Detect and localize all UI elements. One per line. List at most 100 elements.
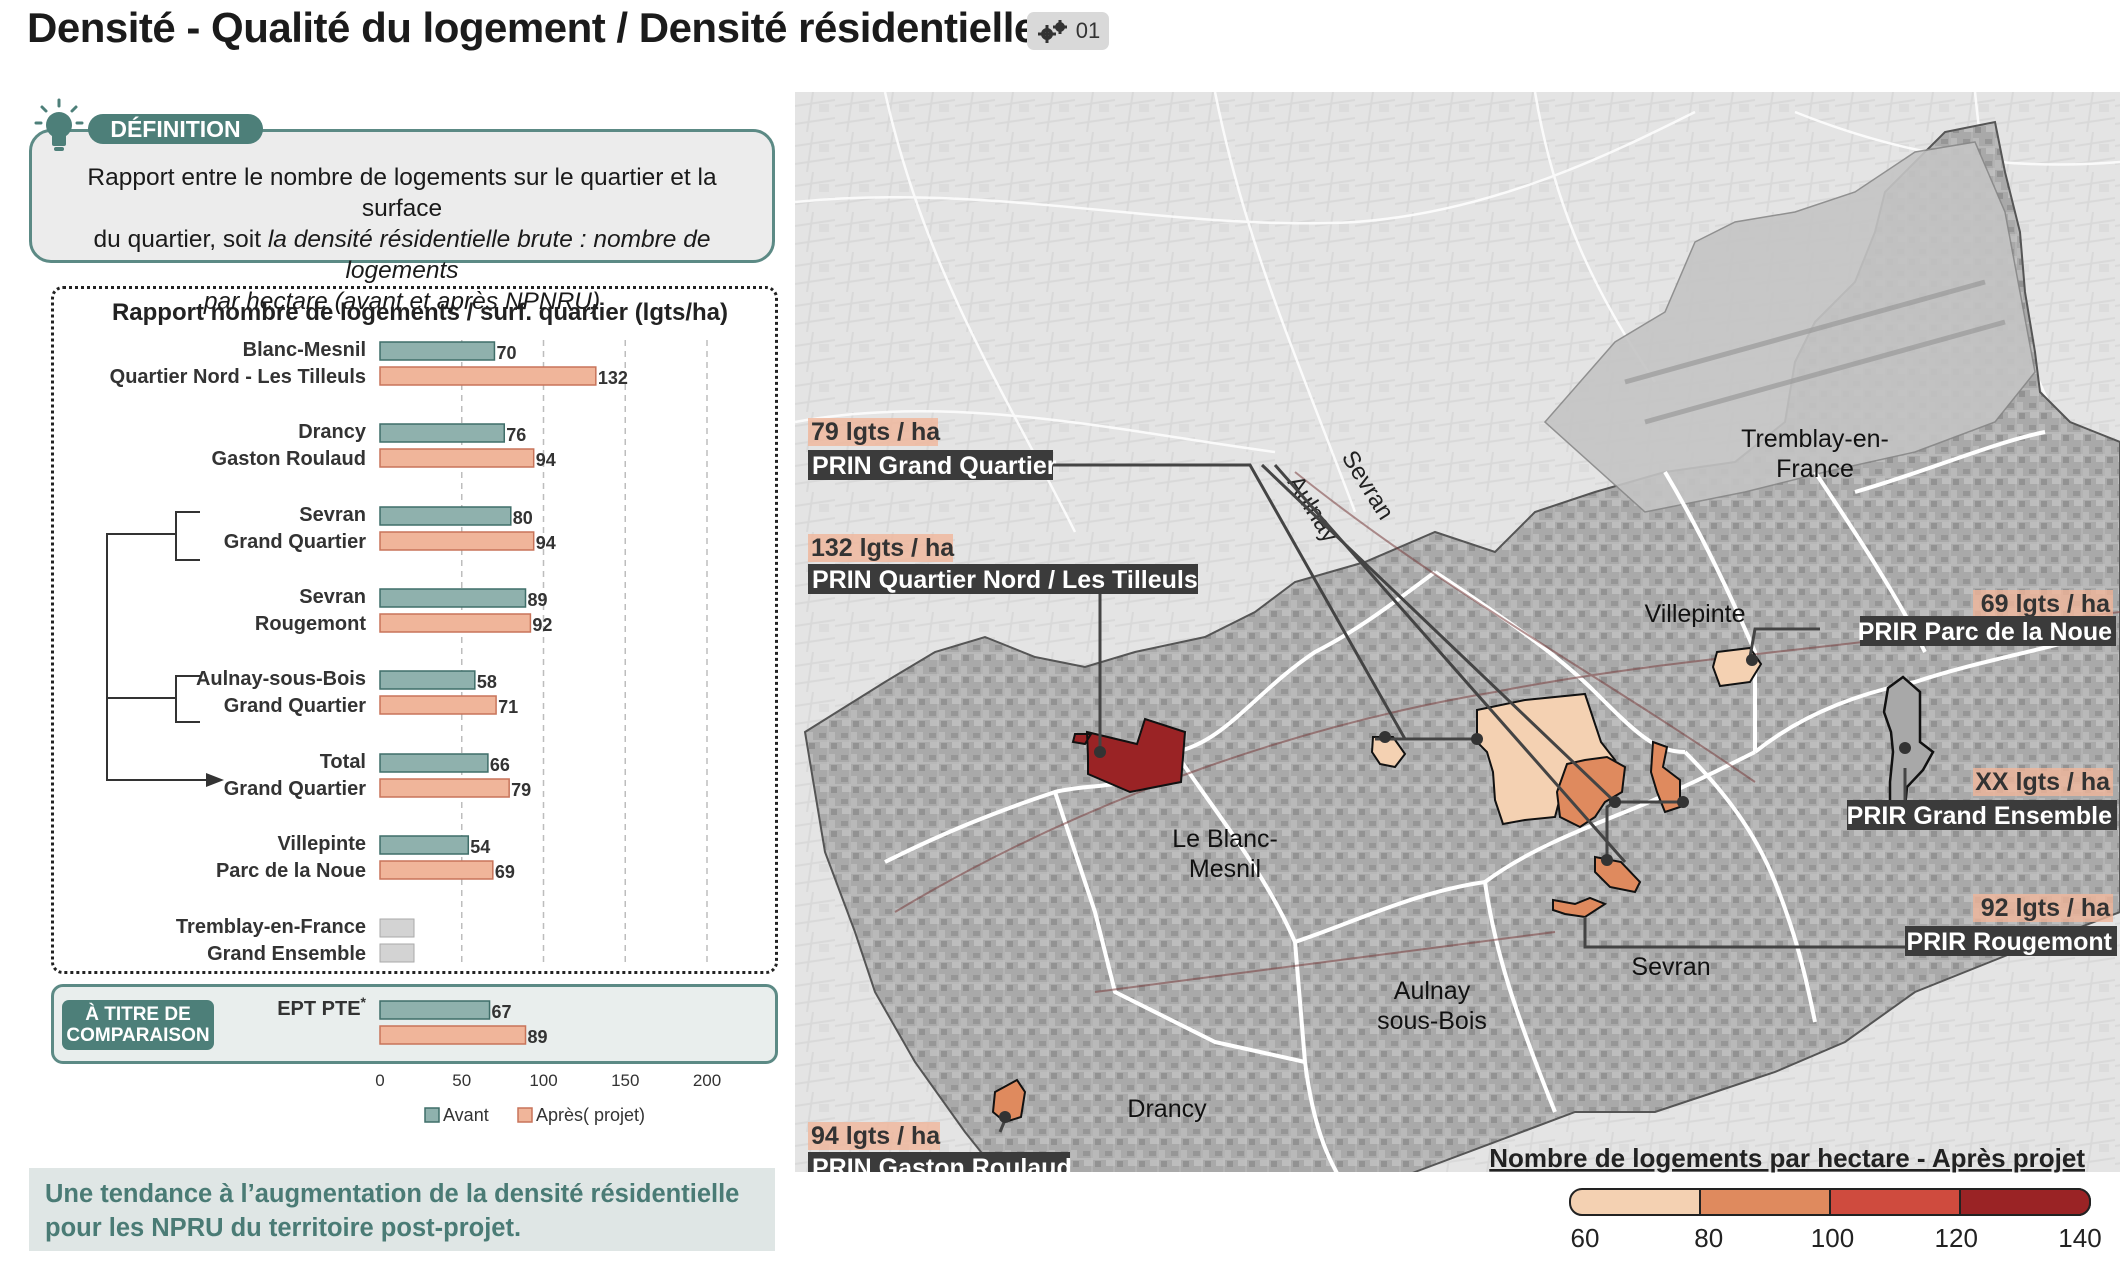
legend-label: Après( projet) xyxy=(536,1105,645,1125)
bar-value-label: 79 xyxy=(511,780,531,800)
category-label: Grand Quartier xyxy=(224,778,366,800)
category-label: Total xyxy=(320,751,366,773)
gears-icon xyxy=(1037,20,1067,43)
footnote-mark: * xyxy=(361,994,367,1010)
x-tick-label: 150 xyxy=(611,1071,639,1090)
legend-ramp-segment xyxy=(2064,1190,2080,1214)
svg-text:XX lgts / ha: XX lgts / ha xyxy=(1975,768,2111,796)
bar-avant xyxy=(379,341,496,361)
definition-line-2b: la densité résidentielle brute : nombre … xyxy=(267,226,711,284)
category-label: Tremblay-en-France xyxy=(176,916,366,938)
bar-missing xyxy=(379,943,415,963)
bar-apres xyxy=(379,366,597,386)
bar-value-label: 94 xyxy=(536,450,556,470)
district-gaston-roulaud xyxy=(991,1078,1027,1124)
callout-grand-ensemble: XX lgts / ha PRIR Grand Ensemble xyxy=(1847,768,2117,830)
bar-apres xyxy=(379,778,510,798)
callout-dots xyxy=(999,654,1911,1123)
chart-frame xyxy=(51,286,778,974)
bar-avant xyxy=(379,1000,491,1020)
comparison-label: À TITRE DE COMPARAISON xyxy=(62,1000,214,1050)
district-grand-quartier xyxy=(1476,692,1617,826)
legend-tick-label: 120 xyxy=(1935,1223,1978,1253)
place-label-drancy: Drancy xyxy=(1127,1095,1207,1123)
bar-value-label: 69 xyxy=(495,862,515,882)
bar-avant xyxy=(379,670,476,690)
bar-value-label: 71 xyxy=(498,697,518,717)
definition-box: Rapport entre le nombre de logements sur… xyxy=(29,129,775,315)
x-tick-label: 50 xyxy=(452,1071,471,1090)
bar-value-label: 67 xyxy=(492,1002,512,1022)
legend-tick-label: 80 xyxy=(1694,1223,1723,1253)
conclusion-line-1: Une tendance à l’augmentation de la dens… xyxy=(45,1180,740,1208)
category-label: Blanc-Mesnil xyxy=(243,339,366,361)
callout-rougemont: 92 lgts / ha PRIR Rougemont xyxy=(1905,894,2117,956)
category-label: Grand Quartier xyxy=(224,531,366,553)
legend-tick-label: 60 xyxy=(1571,1223,1600,1253)
bar-value-label: 54 xyxy=(470,837,490,857)
x-tick-label: 100 xyxy=(529,1071,557,1090)
category-label: Parc de la Noue xyxy=(216,860,366,882)
callout-parc-noue: 69 lgts / ha PRIR Parc de la Noue xyxy=(1858,590,2116,646)
svg-text:PRIR Rougemont: PRIR Rougemont xyxy=(1906,928,2112,956)
definition-line-2a: du quartier, soit xyxy=(93,226,268,253)
place-label-villepinte: Villepinte xyxy=(1644,600,1745,628)
bar-value-label: 89 xyxy=(528,590,548,610)
definition-line-3: par hectare (avant et après NPNRU) xyxy=(203,288,601,315)
bar-avant xyxy=(379,835,470,855)
place-label-aulnay: Aulnay sous-Bois xyxy=(1377,977,1487,1035)
chart-title: Rapport nombre de logements / surf. quar… xyxy=(112,299,728,326)
category-label: EPT PTE* xyxy=(277,994,366,1020)
category-label: Rougemont xyxy=(255,613,366,635)
svg-text:PRIN Quartier Nord / Les Tille: PRIN Quartier Nord / Les Tilleuls xyxy=(812,566,1198,594)
bar-value-label: 70 xyxy=(496,343,516,363)
commune-boundaries xyxy=(884,430,2106,1204)
place-label-sevran: Sevran xyxy=(1631,953,1710,981)
conclusion-text: Une tendance à l’augmentation de la dens… xyxy=(29,1168,775,1251)
bar-avant xyxy=(379,423,506,443)
svg-text:132 lgts / ha: 132 lgts / ha xyxy=(811,534,955,562)
svg-text:PRIR Grand Ensemble: PRIR Grand Ensemble xyxy=(1847,802,2112,830)
grouping-bracket xyxy=(106,511,224,787)
legend-swatch xyxy=(424,1107,440,1123)
bar-value-label: 132 xyxy=(598,368,628,388)
category-label: Grand Ensemble xyxy=(207,943,366,965)
bar-value-label: 80 xyxy=(513,508,533,528)
callout-grand-quartier: 79 lgts / ha PRIN Grand Quartier xyxy=(808,418,1057,480)
legend-tick-label: 140 xyxy=(2058,1223,2101,1253)
map-legend: Nombre de logements par hectare - Après … xyxy=(1489,1143,2101,1253)
place-label-blanc-mesnil: Le Blanc-Mesnil xyxy=(1172,825,1278,883)
airport-area xyxy=(1543,141,2036,513)
x-tick-label: 200 xyxy=(693,1071,721,1090)
svg-text:PRIR Parc de la Noue: PRIR Parc de la Noue xyxy=(1858,618,2112,646)
bar-avant xyxy=(379,753,489,773)
bar-apres xyxy=(379,860,494,880)
map-legend-title: Nombre de logements par hectare - Après … xyxy=(1489,1143,2085,1173)
bar-value-label: 92 xyxy=(532,615,552,635)
category-label: Sevran xyxy=(299,586,366,608)
svg-text:94 lgts / ha: 94 lgts / ha xyxy=(811,1122,941,1150)
category-label: Grand Quartier xyxy=(224,695,366,717)
category-label: Quartier Nord - Les Tilleuls xyxy=(110,366,366,388)
definition-label: DÉFINITION xyxy=(88,114,263,144)
category-label: Drancy xyxy=(298,421,367,443)
district-sevran-small xyxy=(1552,896,1608,919)
bar-value-label: 66 xyxy=(490,755,510,775)
legend-ramp-segment xyxy=(1829,1188,1961,1216)
bar-chart: Rapport nombre de logements / surf. quar… xyxy=(106,299,728,1125)
info-badge[interactable]: 01 xyxy=(1027,12,1109,50)
district-rougemont xyxy=(1555,755,1627,829)
bar-value-label: 58 xyxy=(477,672,497,692)
legend-ramp-segment xyxy=(1699,1188,1831,1216)
conclusion-line-2: pour les NPRU du territoire post-projet. xyxy=(45,1214,522,1242)
page-title: Densité - Qualité du logement / Densité … xyxy=(27,4,1037,51)
density-map: Tremblay-en-France Villepinte Le Blanc-M… xyxy=(795,92,2120,1270)
x-tick-label: 0 xyxy=(375,1071,384,1090)
svg-text:69 lgts / ha: 69 lgts / ha xyxy=(1981,590,2111,618)
bar-value-label: 76 xyxy=(506,425,526,445)
legend-swatch xyxy=(517,1107,533,1123)
district-aulnay xyxy=(1370,736,1407,769)
bar-apres xyxy=(379,448,535,468)
definition-line-1: Rapport entre le nombre de logements sur… xyxy=(87,164,717,222)
bar-apres xyxy=(379,1025,527,1045)
